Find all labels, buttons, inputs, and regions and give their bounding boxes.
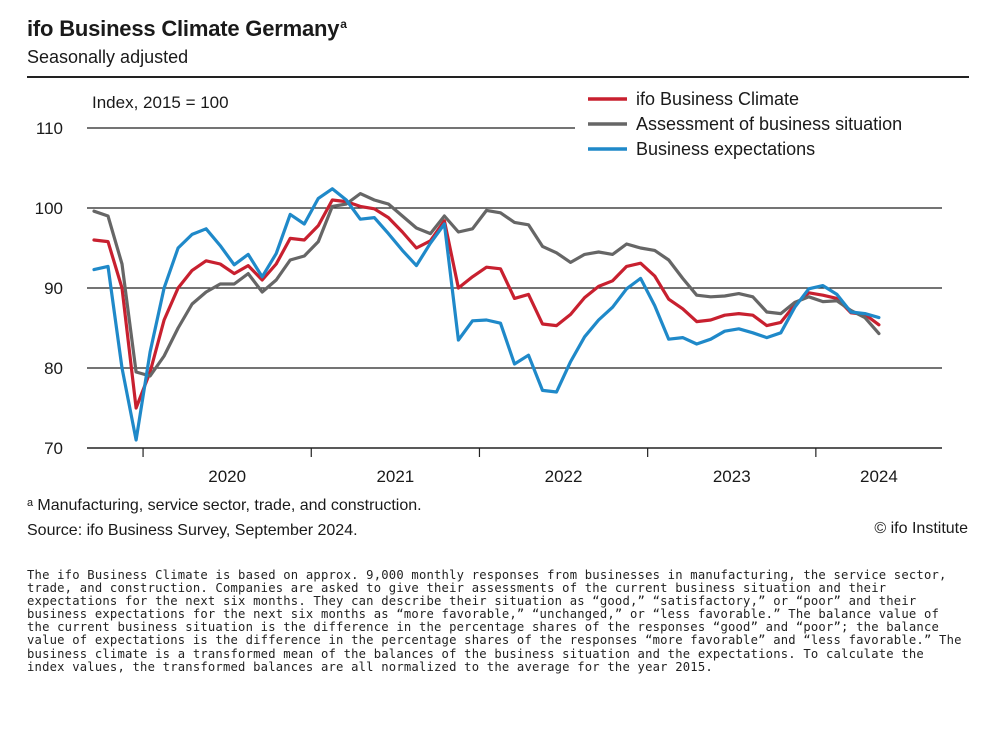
series-lines: [92, 187, 881, 442]
title-footnote-mark: a: [340, 16, 347, 31]
series-line-0: [92, 198, 881, 410]
y-tick-label: 110: [36, 119, 63, 138]
y-tick-label: 70: [44, 439, 63, 458]
x-tick-label: 2024: [860, 467, 898, 486]
legend-label: ifo Business Climate: [636, 89, 799, 109]
y-tick-label: 80: [44, 359, 63, 378]
legend-label: Assessment of business situation: [636, 114, 902, 134]
legend: ifo Business Climate Assessment of busine…: [588, 89, 902, 159]
y-axis-label: Index, 2015 = 100: [92, 93, 229, 112]
series-line-1: [92, 191, 881, 378]
y-tick-label: 100: [35, 199, 63, 218]
copyright-credit: © ifo Institute: [874, 520, 968, 537]
x-tick-label: 2023: [713, 467, 751, 486]
legend-label: Business expectations: [636, 139, 815, 159]
y-tick-label: 90: [44, 279, 63, 298]
y-axis: 70 80 90 100 110: [35, 119, 63, 458]
series-line-2: [92, 187, 881, 442]
line-chart: 70 80 90 100 110 2020 2021 2022 2023 2024 Index,…: [35, 89, 942, 486]
page-title: ifo Business Climate Germanya: [27, 16, 347, 41]
x-tick-label: 2021: [376, 467, 414, 486]
x-tick-label: 2022: [545, 467, 583, 486]
page-subtitle: Seasonally adjusted: [27, 47, 189, 67]
methodology-description: The ifo Business Climate is based on app…: [27, 568, 962, 674]
footnote: ᵃ Manufacturing, service sector, trade, …: [27, 497, 422, 514]
header-rule: [27, 76, 969, 78]
source-note: Source: ifo Business Survey, September 2…: [27, 522, 358, 539]
x-axis: 2020 2021 2022 2023 2024: [87, 447, 942, 486]
x-tick-label: 2020: [208, 467, 246, 486]
grid-lines: [87, 127, 942, 369]
